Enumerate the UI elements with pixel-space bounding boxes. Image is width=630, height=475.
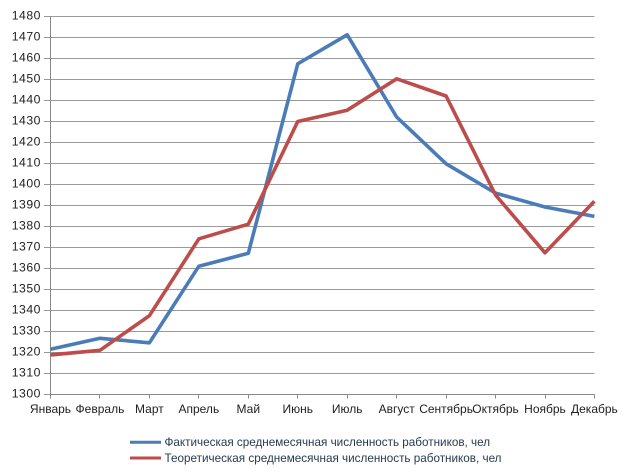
svg-text:1380: 1380	[12, 219, 41, 233]
svg-text:1330: 1330	[12, 324, 41, 338]
svg-text:1460: 1460	[12, 51, 41, 65]
svg-text:1340: 1340	[12, 303, 41, 317]
svg-text:1440: 1440	[12, 93, 41, 107]
svg-text:1350: 1350	[12, 282, 41, 296]
svg-text:1310: 1310	[12, 366, 41, 380]
svg-text:1300: 1300	[12, 387, 41, 401]
svg-text:Декабрь: Декабрь	[571, 402, 618, 416]
svg-text:Апрель: Апрель	[178, 402, 219, 416]
svg-text:Март: Март	[135, 402, 164, 416]
svg-text:Февраль: Февраль	[76, 402, 125, 416]
svg-text:Ноябрь: Ноябрь	[524, 402, 566, 416]
svg-text:Октябрь: Октябрь	[472, 402, 519, 416]
svg-text:1370: 1370	[12, 240, 41, 254]
svg-text:Январь: Январь	[30, 402, 71, 416]
svg-text:1420: 1420	[12, 135, 41, 149]
svg-text:Фактическая среднемесячная чис: Фактическая среднемесячная численность р…	[165, 436, 491, 449]
svg-text:1470: 1470	[12, 30, 41, 44]
svg-text:1450: 1450	[12, 72, 41, 86]
svg-text:1480: 1480	[12, 9, 41, 23]
svg-text:1320: 1320	[12, 345, 41, 359]
svg-text:Сентябрь: Сентябрь	[419, 402, 473, 416]
svg-text:1430: 1430	[12, 114, 41, 128]
svg-text:1410: 1410	[12, 156, 41, 170]
svg-text:Июнь: Июнь	[282, 402, 313, 416]
svg-text:1390: 1390	[12, 198, 41, 212]
svg-text:1360: 1360	[12, 261, 41, 275]
svg-text:Май: Май	[237, 402, 261, 416]
svg-text:Август: Август	[379, 402, 416, 416]
svg-text:Теоретическая среднемесячная ч: Теоретическая среднемесячная численность…	[165, 452, 502, 465]
svg-text:1400: 1400	[12, 177, 41, 191]
svg-text:Июль: Июль	[332, 402, 363, 416]
